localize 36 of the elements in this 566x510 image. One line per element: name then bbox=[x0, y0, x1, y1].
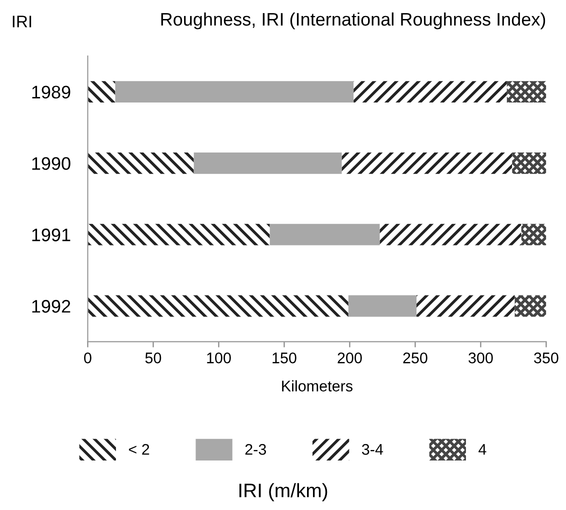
x-tick-label: 150 bbox=[272, 352, 296, 364]
bar bbox=[270, 224, 380, 246]
x-tick-label: 350 bbox=[534, 352, 558, 364]
y-tick-label: 1990 bbox=[32, 157, 70, 170]
legend-label: 4 bbox=[478, 444, 486, 455]
bar bbox=[115, 81, 354, 103]
bar bbox=[521, 224, 546, 246]
bar bbox=[506, 81, 546, 103]
bar bbox=[88, 152, 194, 174]
y-tick-label: 1991 bbox=[32, 228, 70, 242]
bar bbox=[342, 152, 512, 174]
bar bbox=[88, 295, 348, 317]
legend-label: 2-3 bbox=[245, 444, 266, 455]
bar bbox=[380, 224, 522, 246]
y-axis-title: IRI bbox=[12, 16, 32, 28]
legend-label: < 2 bbox=[128, 444, 150, 455]
bar bbox=[514, 295, 546, 317]
y-tick-label: 1989 bbox=[32, 86, 70, 99]
bar bbox=[354, 81, 507, 103]
x-tick-label: 100 bbox=[207, 352, 231, 364]
bar bbox=[88, 81, 116, 103]
bar bbox=[88, 224, 270, 246]
x-tick-label: 50 bbox=[145, 352, 162, 364]
x-tick-label: 250 bbox=[403, 352, 428, 364]
x-tick-label: 300 bbox=[468, 352, 493, 364]
chart-title: Roughness, IRI (International Roughness Index) bbox=[161, 12, 546, 30]
bar bbox=[194, 152, 342, 174]
x-tick-label: 0 bbox=[84, 352, 92, 364]
legend-title: IRI (m/km) bbox=[239, 483, 328, 502]
y-tick-label: 1992 bbox=[32, 300, 70, 313]
legend-label: 3-4 bbox=[362, 444, 384, 455]
x-axis-title: Kilometers bbox=[282, 380, 352, 392]
bar bbox=[416, 295, 515, 317]
bar bbox=[512, 152, 546, 174]
bar bbox=[348, 295, 417, 317]
x-tick-label: 200 bbox=[338, 352, 362, 364]
